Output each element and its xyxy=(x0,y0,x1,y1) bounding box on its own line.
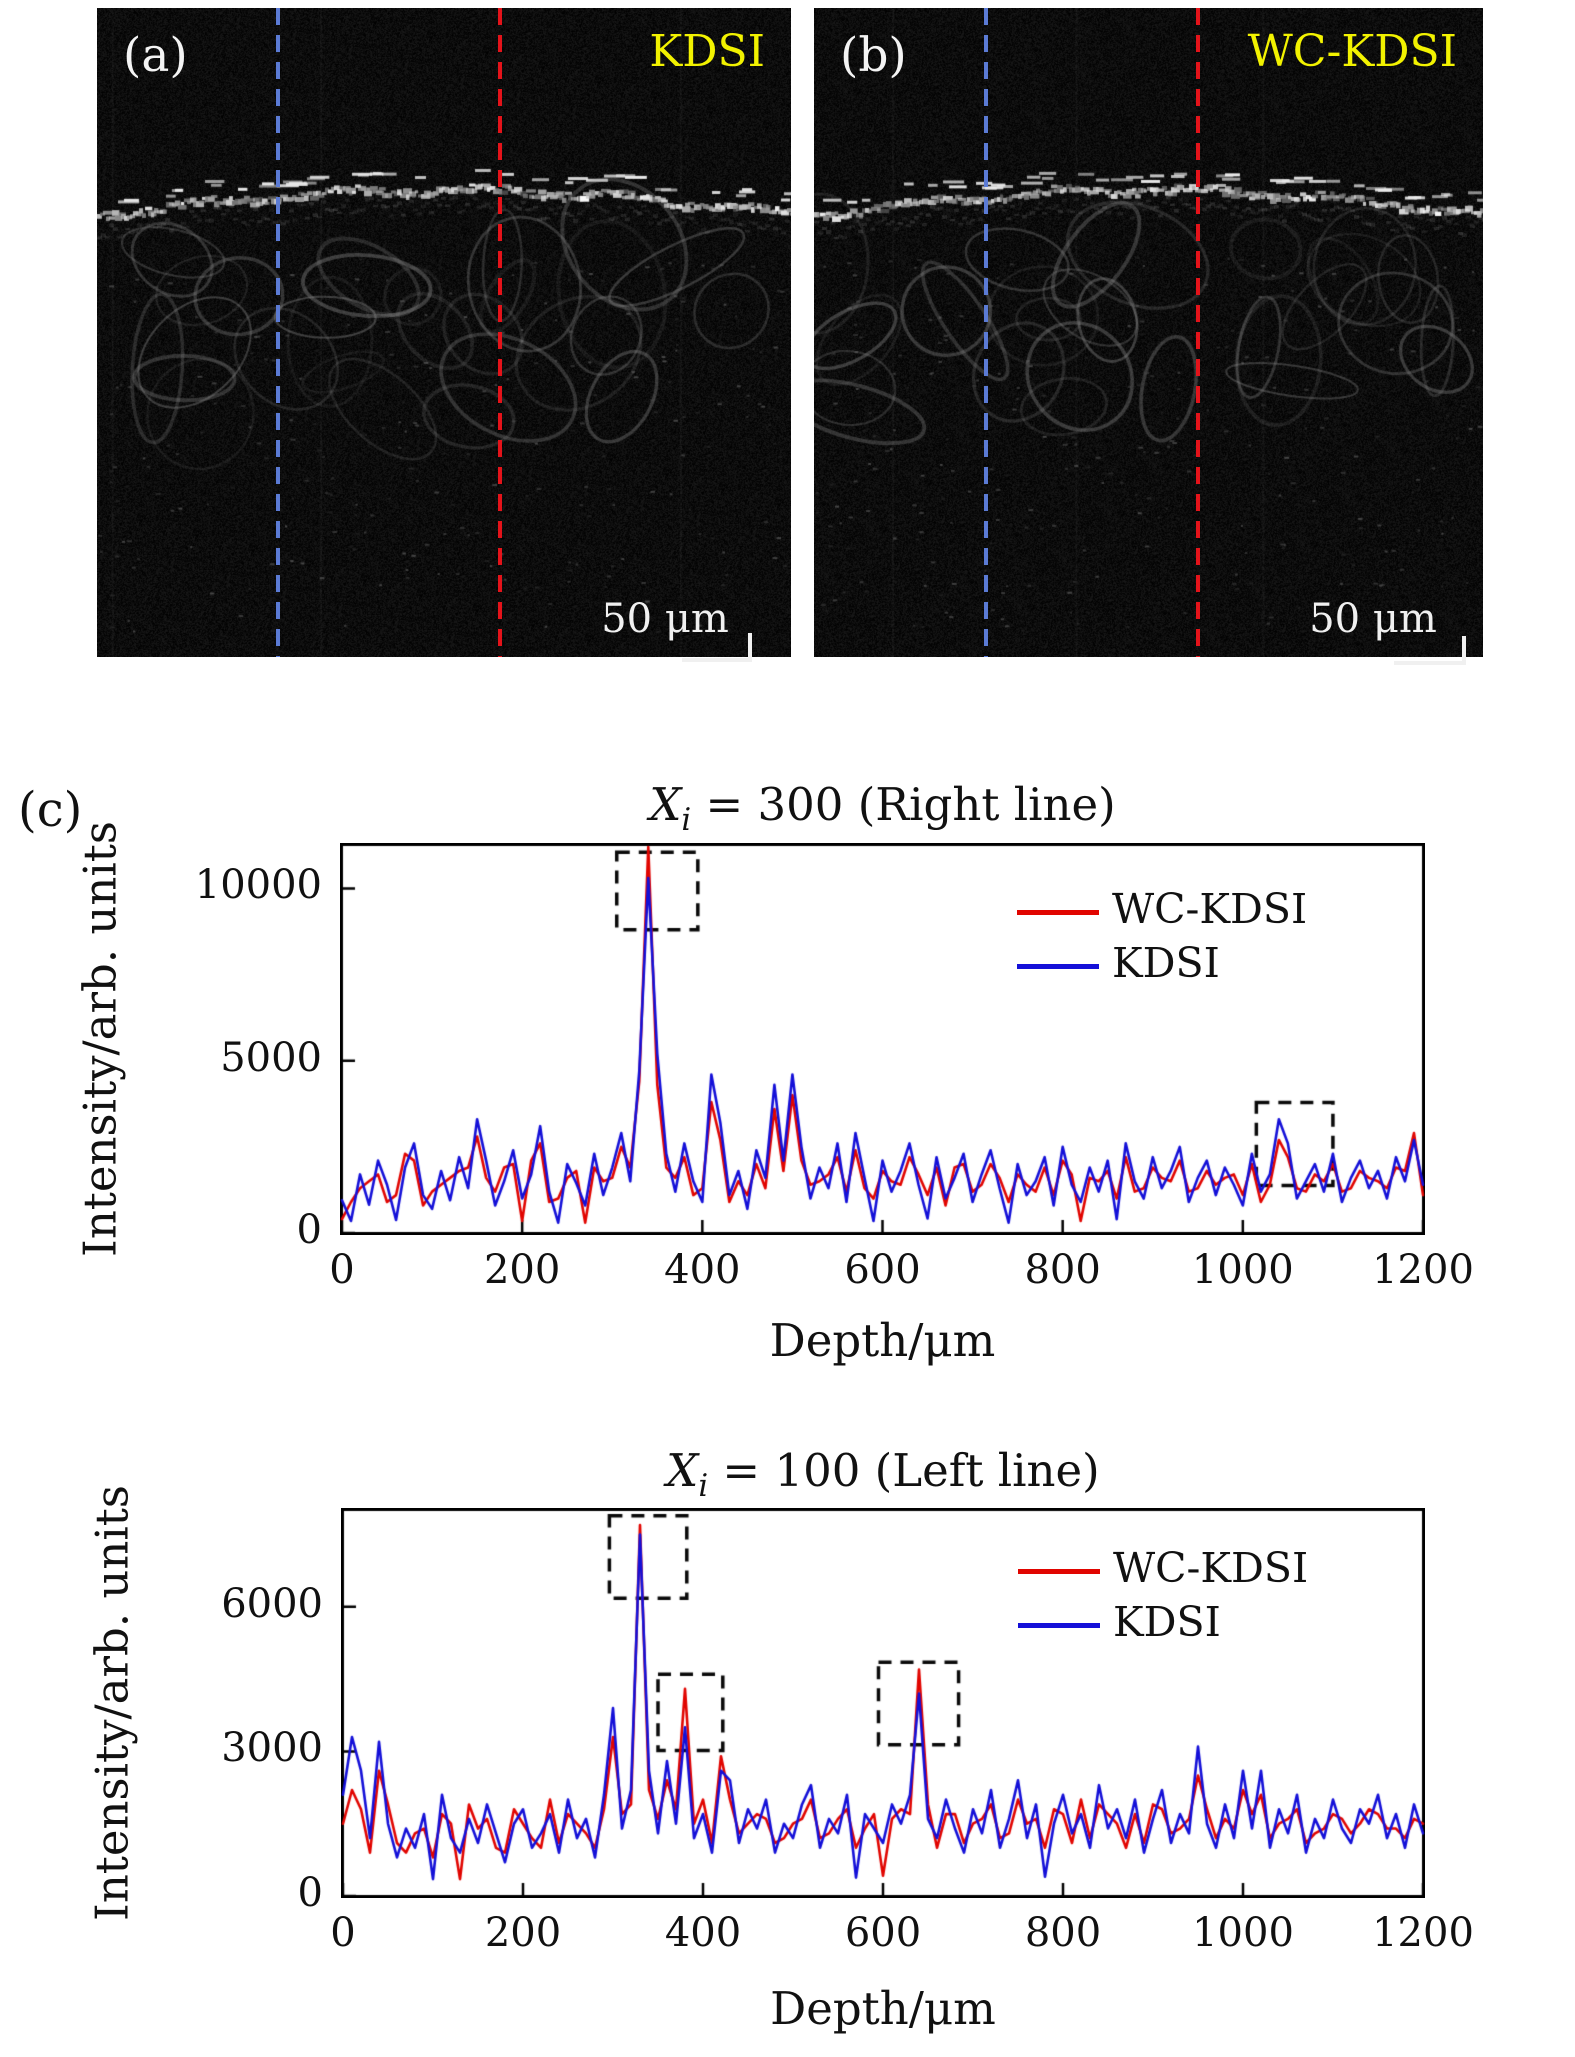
panel-a-label: (a) xyxy=(123,28,188,83)
title-rest: = 300 (Right line) xyxy=(691,778,1116,831)
y-axis-label: Intensity/arb. units xyxy=(85,1485,139,1921)
legend-label-kdsi: KDSI xyxy=(1112,939,1220,987)
chart-2-plot-canvas xyxy=(341,1508,1425,1898)
panel-a-scalebar-text: 50 μm xyxy=(601,596,729,642)
x-axis-label: Depth/μm xyxy=(769,1314,996,1367)
panel-a-image: (a) KDSI 50 μm xyxy=(97,8,791,662)
legend-label-wc-kdsi: WC-KDSI xyxy=(1112,885,1308,933)
x-tick-label: 200 xyxy=(484,1910,562,1956)
x-axis-label: Depth/μm xyxy=(770,1982,996,2035)
y-tick-label: 0 xyxy=(297,1870,323,1916)
panel-a-scalebar-hline xyxy=(682,658,752,662)
panel-a-method-tag: KDSI xyxy=(649,26,765,77)
panel-a-texture-canvas xyxy=(97,8,791,657)
panel-b-blue-dashed-line xyxy=(984,8,988,657)
legend-line-wc-kdsi xyxy=(1017,910,1099,915)
panel-b-method-tag: WC-KDSI xyxy=(1247,26,1457,77)
chart-title: Xi = 300 (Right line) xyxy=(453,778,1313,838)
x-tick-label: 400 xyxy=(664,1247,741,1293)
x-tick-label: 1000 xyxy=(1191,1247,1294,1293)
x-tick-label: 600 xyxy=(844,1910,922,1956)
x-tick-label: 200 xyxy=(483,1247,561,1293)
legend-label-kdsi: KDSI xyxy=(1113,1598,1221,1646)
y-tick-label: 3000 xyxy=(221,1725,323,1772)
title-variable: X xyxy=(649,778,682,831)
x-tick-label: 600 xyxy=(844,1247,921,1293)
x-tick-label: 800 xyxy=(1024,1247,1101,1293)
panel-a-red-dashed-line xyxy=(498,8,502,657)
y-tick-label: 6000 xyxy=(221,1580,323,1627)
title-subscript: i xyxy=(681,803,692,838)
legend-line-kdsi xyxy=(1017,964,1099,969)
panel-b-image: (b) WC-KDSI 50 μm xyxy=(814,8,1483,665)
legend-line-wc-kdsi xyxy=(1018,1569,1100,1574)
panel-c-label: (c) xyxy=(18,782,83,838)
legend-label-wc-kdsi: WC-KDSI xyxy=(1113,1544,1309,1592)
x-tick-label: 1000 xyxy=(1192,1910,1294,1956)
panel-b-texture-canvas xyxy=(814,8,1483,657)
title-rest: = 100 (Left line) xyxy=(708,1444,1100,1497)
y-tick-label: 10000 xyxy=(194,862,322,909)
y-tick-label: 5000 xyxy=(220,1034,322,1081)
title-subscript: i xyxy=(698,1469,709,1504)
x-tick-label: 0 xyxy=(329,1247,355,1293)
panel-b-scalebar-hline xyxy=(1394,661,1465,665)
panel-a-scalebar-vtick xyxy=(748,633,752,662)
y-axis-label: Intensity/arb. units xyxy=(73,821,127,1257)
chart-1-plot-canvas xyxy=(340,843,1425,1235)
legend-line-kdsi xyxy=(1018,1623,1100,1628)
panel-b-scalebar-vtick xyxy=(1462,636,1466,665)
panel-a-blue-dashed-line xyxy=(276,8,280,657)
chart-title: Xi = 100 (Left line) xyxy=(453,1444,1313,1504)
panel-b-red-dashed-line xyxy=(1196,8,1200,657)
title-variable: X xyxy=(666,1444,699,1497)
x-tick-label: 0 xyxy=(330,1910,356,1956)
x-tick-label: 400 xyxy=(664,1910,742,1956)
x-tick-label: 800 xyxy=(1024,1910,1102,1956)
y-tick-label: 0 xyxy=(296,1207,322,1253)
x-tick-label: 1200 xyxy=(1372,1910,1474,1956)
x-tick-label: 1200 xyxy=(1372,1247,1474,1293)
panel-b-label: (b) xyxy=(840,28,907,83)
panel-b-scalebar-text: 50 μm xyxy=(1309,596,1437,642)
